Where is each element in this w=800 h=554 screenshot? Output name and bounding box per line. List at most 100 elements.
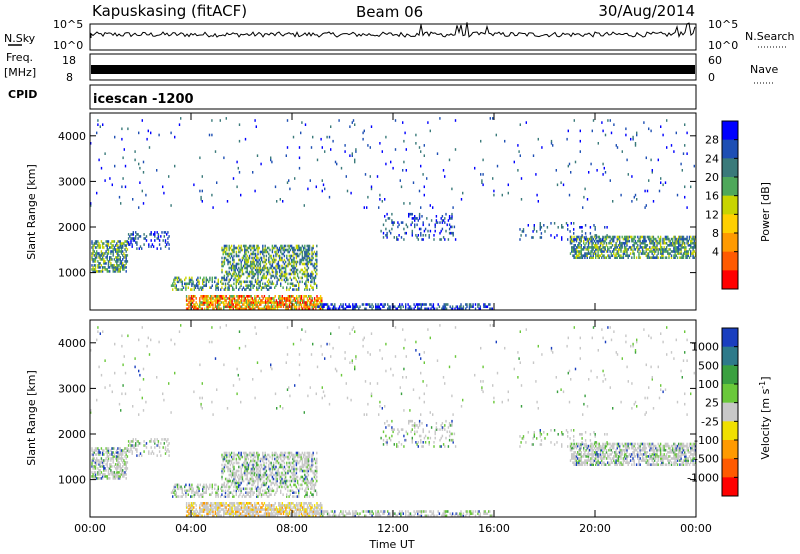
beam-label: Beam 06 [356,3,423,21]
radar-return-cell [250,280,252,284]
radar-return-cell [252,491,254,494]
radar-return-cell [252,262,254,266]
radar-return-cell [379,193,381,197]
radar-return-cell [280,248,282,252]
radar-return-cell [264,282,266,286]
radar-return-cell [273,514,275,518]
radar-return-cell [665,256,668,259]
radar-return-cell [107,240,110,243]
radar-return-cell [268,258,270,262]
radar-return-cell [176,280,179,284]
radar-return-cell [222,455,224,459]
radar-return-cell [225,512,227,515]
radar-return-cell [91,240,93,243]
radar-return-cell [120,453,123,456]
radar-return-cell [96,250,98,253]
radar-return-cell [271,282,273,286]
radar-return-cell [690,185,692,189]
radar-return-cell [311,504,313,507]
radar-return-cell [348,305,350,308]
radar-return-cell [377,303,379,306]
radar-return-cell [299,295,301,298]
radar-return-cell [224,252,227,256]
radar-return-cell [312,256,314,260]
radar-return-cell [688,256,691,259]
radar-return-cell [132,444,134,447]
radar-return-cell [167,231,169,234]
radar-return-cell [254,510,256,513]
radar-return-cell [674,252,676,255]
radar-return-cell [237,301,239,304]
radar-return-cell [263,307,266,311]
radar-return-cell [268,252,270,256]
radar-return-cell [230,284,233,287]
radar-return-cell [307,248,310,252]
radar-return-cell [443,303,445,306]
radar-return-cell [290,514,292,518]
radar-return-cell [271,264,274,268]
radar-return-cell [663,246,665,249]
radar-return-cell [91,256,93,259]
radar-return-cell [256,473,258,477]
radar-return-cell [270,282,272,286]
radar-return-cell [234,483,236,487]
radar-return-cell [129,450,131,453]
radar-return-cell [200,508,202,511]
radar-return-cell [608,256,610,259]
radar-return-cell [103,473,105,476]
radar-return-cell [101,266,104,269]
radar-return-cell [176,495,179,498]
radar-return-cell [666,146,668,149]
radar-return-cell [312,264,314,268]
radar-return-cell [107,270,110,273]
radar-return-cell [117,254,119,257]
radar-return-cell [122,453,124,456]
radar-return-cell [199,299,201,302]
radar-return-cell [135,448,137,451]
radar-return-cell [223,455,226,459]
radar-return-cell [218,514,220,518]
radar-return-cell [353,307,355,311]
radar-return-cell [631,248,633,251]
radar-return-cell [219,303,221,306]
radar-return-cell [597,256,599,259]
radar-return-cell [296,248,299,252]
radar-return-cell [296,274,299,278]
radar-return-cell [118,465,120,468]
radar-return-cell [231,512,233,515]
radar-return-cell [232,481,234,485]
radar-return-cell [405,148,407,151]
radar-return-cell [255,510,257,513]
radar-return-cell [227,510,230,513]
radar-return-cell [241,512,243,515]
radar-return-cell [105,451,107,454]
radar-return-cell [250,303,252,306]
radar-return-cell [252,276,254,280]
radar-return-cell [597,248,599,251]
radar-return-cell [595,250,597,253]
radar-return-cell [294,284,296,287]
radar-return-cell [253,272,256,276]
radar-return-cell [223,256,226,260]
radar-return-cell [240,469,242,473]
radar-return-cell [269,514,272,518]
radar-return-cell [277,250,280,254]
radar-return-cell [306,510,309,513]
radar-return-cell [237,504,239,507]
radar-return-cell [118,461,120,464]
radar-return-cell [94,453,97,456]
radar-return-cell [242,463,245,467]
radar-return-cell [263,295,266,298]
radar-return-cell [92,266,94,269]
radar-return-cell [311,493,313,496]
radar-return-cell [200,198,202,201]
radar-return-cell [266,491,269,494]
radar-return-cell [629,246,632,249]
radar-return-cell [203,506,206,509]
radar-return-cell [111,266,113,269]
radar-return-cell [607,254,609,257]
radar-return-cell [290,297,292,300]
radar-return-cell [199,156,201,160]
radar-return-cell [150,239,152,242]
radar-return-cell [296,272,299,276]
